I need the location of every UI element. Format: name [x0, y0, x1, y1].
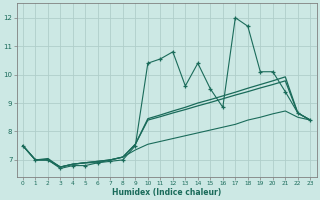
- X-axis label: Humidex (Indice chaleur): Humidex (Indice chaleur): [112, 188, 221, 197]
